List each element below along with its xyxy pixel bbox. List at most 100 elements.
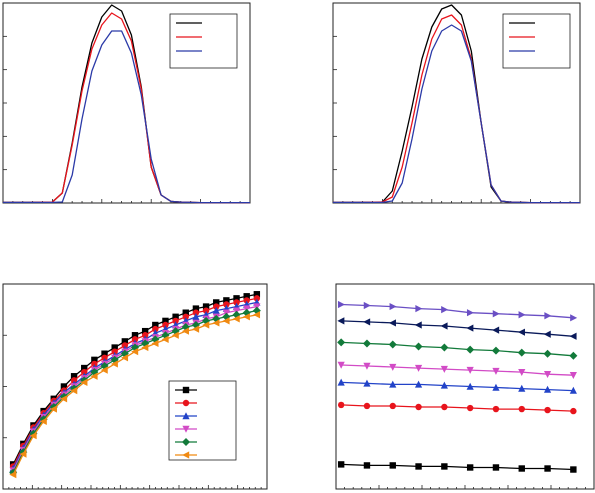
chart-d-series-6-point — [544, 406, 551, 414]
chart-c-series-6-point — [110, 360, 118, 368]
chart-d-series-2-point — [388, 319, 396, 327]
chart-d-series-3-point — [517, 348, 526, 357]
chart-c-legend-marker-2 — [182, 399, 190, 407]
chart-c-ticks — [2, 283, 268, 490]
chart-d — [335, 283, 595, 490]
chart-d-series-6-point — [466, 404, 474, 412]
chart-d-series-4-point — [363, 362, 371, 370]
chart-c-series-6-point — [70, 387, 78, 395]
chart-d-series-4-point — [414, 364, 423, 372]
chart-d-series-4-line — [341, 364, 574, 376]
chart-d-series-1-line — [341, 303, 574, 319]
chart-c-series-2-point — [253, 295, 261, 302]
chart-b-legend-box — [502, 13, 571, 69]
chart-c-series-2-point — [141, 332, 149, 339]
chart-d-series-3-point — [337, 338, 346, 347]
chart-d-series-2-point — [440, 322, 448, 330]
chart-d-series-1-point — [337, 300, 345, 309]
chart-d-series-3-point — [440, 343, 449, 352]
chart-d-series-6-point — [492, 405, 500, 413]
chart-a-legend — [169, 13, 238, 69]
chart-d-series-3-point — [491, 346, 500, 355]
chart-c-series-1-point — [141, 327, 149, 335]
chart-c-legend-marker-3 — [182, 412, 190, 420]
chart-c-series-6-point — [151, 339, 159, 348]
chart-d-series-6-point — [337, 401, 345, 409]
chart-d-series-2-point — [363, 318, 371, 326]
chart-d-series-5-point — [492, 383, 500, 391]
chart-c-series-6-point — [222, 317, 230, 325]
chart-d-series-1-point — [570, 314, 578, 322]
chart-d-series-5-point — [440, 381, 448, 389]
chart-c-series-2-point — [243, 297, 250, 304]
chart-c-legend-marker-4 — [182, 425, 190, 433]
chart-c-series-2-point — [121, 342, 129, 349]
chart-c-series-6-point — [242, 313, 250, 321]
chart-c-series-1-point — [81, 364, 88, 372]
chart-d-series-7-point — [415, 463, 422, 470]
chart-c-series-6-point — [192, 325, 200, 333]
chart-d-series-3-point — [543, 349, 552, 358]
chart-b-series-3 — [333, 24, 580, 204]
chart-c-series-2-point — [101, 354, 108, 361]
chart-c-series-1-point — [91, 356, 98, 364]
chart-c-series-1-point — [243, 293, 250, 300]
chart-d-series-5-point — [569, 386, 577, 394]
chart-c-series-2-point — [202, 307, 210, 314]
chart-b-series-3-line — [333, 24, 580, 204]
chart-c-series-1-point — [101, 350, 108, 357]
chart-d-series-6-point — [518, 405, 525, 413]
chart-c-series-2-point — [91, 360, 98, 368]
chart-c-series-2-point — [81, 368, 88, 376]
chart-d-series-1-point — [518, 311, 526, 319]
chart-d-series-3 — [337, 338, 578, 360]
chart-c-series-2-point — [131, 336, 139, 343]
chart-c-series-6-point — [131, 348, 139, 356]
chart-d-series-5 — [337, 378, 577, 394]
chart-c-series-6-point — [80, 378, 88, 386]
chart-d-series-2-point — [517, 328, 525, 336]
chart-a-series-3-line — [3, 30, 250, 204]
chart-d-series-6-point — [441, 403, 448, 411]
chart-c-series-6-point — [253, 311, 261, 319]
chart-c-series-3-point — [192, 313, 200, 320]
chart-c-series-6-point — [90, 372, 98, 380]
chart-c-series-1-point — [60, 383, 68, 390]
chart-c-legend-marker-6 — [182, 451, 190, 459]
chart-d-series-4-point — [466, 366, 474, 374]
chart-d-series-6-line — [341, 404, 574, 412]
chart-d-series-5-point — [363, 379, 371, 387]
chart-c-legend-marker-1 — [182, 386, 190, 394]
chart-d-series-7-point — [363, 462, 371, 469]
chart-d-series-6-point — [415, 403, 422, 411]
chart-d-series-2-point — [543, 330, 551, 338]
chart-c-series-1-point — [70, 373, 78, 380]
chart-d-series-4-point — [440, 365, 448, 373]
chart-d-series-4-point — [518, 368, 526, 376]
chart-d-series-5-point — [337, 378, 345, 386]
chart-d-series-1-point — [415, 305, 423, 313]
chart-c-series-6-point — [19, 450, 27, 458]
chart-a-series-3 — [3, 30, 250, 204]
chart-d-series-3-point — [414, 342, 423, 351]
chart-c-legend-marker-5 — [182, 438, 190, 446]
chart-c-series-6-point — [232, 315, 240, 323]
chart-c-series-2-point — [111, 348, 118, 355]
chart-d-series-5-point — [518, 384, 526, 392]
chart-c-series-2-point — [213, 303, 220, 310]
chart-c-series-2-point — [152, 325, 159, 333]
chart-c-series-6-point — [141, 343, 149, 352]
chart-b — [332, 2, 581, 204]
chart-d-series-7-point — [441, 463, 448, 470]
chart-c-series-5-point — [120, 349, 129, 358]
chart-c-series-1-point — [162, 317, 169, 325]
chart-d-series-2 — [337, 317, 577, 340]
chart-c-series-1-point — [172, 313, 179, 320]
chart-d-series-2-point — [414, 321, 422, 329]
chart-c-series-6 — [9, 311, 261, 479]
chart-b-legend — [502, 13, 571, 69]
chart-c-legend-box — [168, 380, 237, 461]
chart-d-series-7-point — [466, 464, 474, 471]
chart-d-series-2-line — [341, 320, 574, 337]
